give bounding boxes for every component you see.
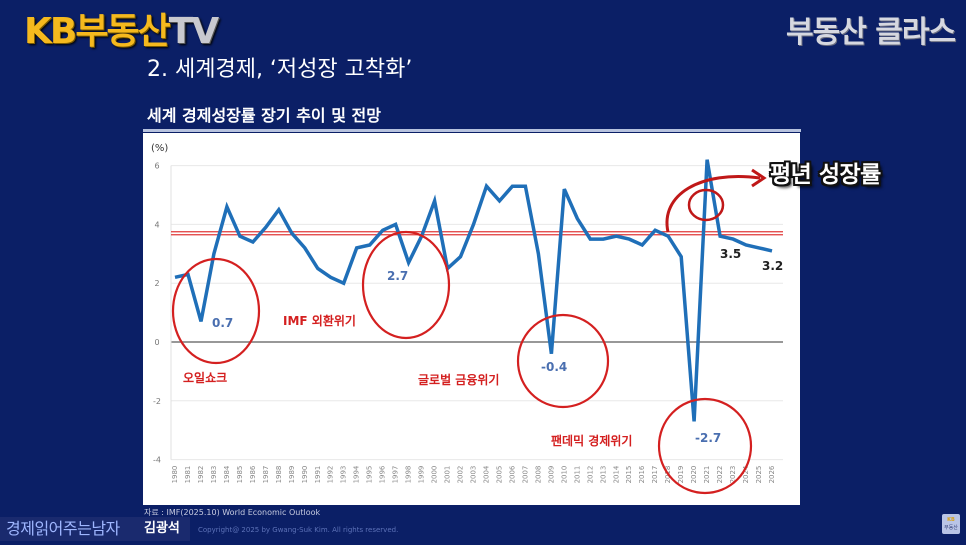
brand-person: 김광석 [144, 521, 180, 536]
arrow-head-icon [751, 168, 767, 188]
y-tick-label: 4 [154, 220, 159, 229]
value-label: 3.2 [762, 259, 783, 273]
value-label: -0.4 [541, 360, 567, 374]
crisis-highlight-circle [171, 257, 261, 365]
x-tick-label: 2006 [508, 465, 516, 483]
x-tick-label: 1982 [197, 466, 205, 484]
x-tick-label: 2003 [470, 466, 478, 484]
brand-name: 경제읽어주는남자 [6, 519, 120, 538]
x-tick-label: 1984 [223, 465, 231, 483]
x-tick-label: 1999 [418, 466, 426, 484]
y-tick-label: 6 [154, 162, 159, 171]
section-title: 2. 세계경제, ‘저성장 고착화’ [147, 57, 413, 82]
crisis-highlight-circle [657, 397, 753, 495]
x-tick-label: 2020 [690, 466, 698, 484]
x-tick-label: 2009 [547, 466, 555, 484]
x-tick-label: 2026 [768, 465, 776, 483]
x-tick-label: 1985 [236, 466, 244, 484]
x-tick-label: 2005 [495, 466, 503, 484]
channel-badge-icon: KB 부동산 [942, 514, 960, 534]
x-tick-label: 1990 [301, 466, 309, 484]
x-tick-label: 2014 [612, 465, 620, 483]
x-tick-label: 1981 [184, 466, 192, 484]
copyright-note: Copyright@ 2025 by Gwang-Suk Kim. All ri… [198, 526, 399, 534]
x-tick-label: 2019 [677, 466, 685, 484]
x-tick-label: 2007 [521, 466, 529, 484]
y-tick-label: 2 [154, 279, 159, 288]
x-tick-label: 2015 [625, 466, 633, 484]
badge-text: 부동산 [944, 525, 958, 531]
value-label: 3.5 [720, 247, 741, 261]
event-label: 팬데믹 경제위기 [551, 433, 632, 448]
chart-title: 세계 경제성장률 장기 추이 및 전망 [147, 106, 381, 125]
x-tick-label: 2021 [703, 466, 711, 484]
x-tick-label: 1996 [379, 465, 387, 483]
kb-real-estate-tv-logo: KB부동산TV [24, 11, 219, 52]
growth-rate-line [174, 159, 773, 422]
event-label: 오일쇼크 [183, 371, 227, 385]
x-tick-label: 1991 [314, 466, 322, 484]
x-tick-label: 2013 [599, 466, 607, 484]
x-tick-label: 2016 [638, 465, 646, 483]
x-tick-label: 2000 [431, 466, 439, 484]
x-tick-label: 1987 [262, 466, 270, 484]
x-tick-label: 2002 [457, 466, 465, 484]
value-label: -2.7 [695, 431, 721, 445]
x-tick-label: 2010 [560, 466, 568, 484]
value-label: 2.7 [387, 269, 408, 283]
source-note: 자료 : IMF(2025.10) World Economic Outlook [144, 508, 321, 517]
event-label: 글로벌 금융위기 [418, 372, 499, 387]
x-tick-label: 1995 [366, 466, 374, 484]
value-label: 0.7 [212, 316, 233, 330]
y-tick-label: -2 [153, 397, 161, 406]
x-tick-label: 2001 [444, 466, 452, 484]
x-tick-label: 2012 [586, 466, 594, 484]
logo-tv-text: TV [168, 11, 219, 52]
x-tick-label: 1997 [392, 466, 400, 484]
callout-arrow-icon [665, 175, 761, 233]
brand-bar [0, 517, 190, 541]
x-tick-label: 2023 [729, 466, 737, 484]
x-tick-label: 1993 [340, 466, 348, 484]
x-tick-label: 1994 [353, 465, 361, 483]
y-tick-label: 0 [154, 338, 159, 347]
crisis-highlight-circle [516, 313, 610, 409]
crisis-highlight-circle [361, 230, 451, 340]
event-label: IMF 외환위기 [283, 313, 356, 328]
badge-kb-text: KB [947, 517, 955, 523]
x-tick-label: 2022 [716, 466, 724, 484]
x-tick-label: 2017 [651, 466, 659, 484]
real-estate-class-logo: 부동산 클라스 [786, 15, 956, 50]
x-tick-label: 1983 [210, 466, 218, 484]
chart-panel: (%) 6 4 2 0 -2 -4 1980 1981 1982 1983 1984 1985 1986 1… [143, 133, 800, 505]
line-chart: (%) 6 4 2 0 -2 -4 1980 1981 1982 1983 1984 1985 1986 1… [151, 143, 783, 495]
x-tick-label: 2024 [742, 465, 750, 483]
average-growth-callout: 평년 성장률 [770, 162, 881, 188]
title-divider [143, 129, 801, 132]
y-tick-label: -4 [153, 456, 161, 465]
x-tick-label: 1992 [327, 466, 335, 484]
x-tick-label: 1989 [288, 466, 296, 484]
x-tick-label: 2025 [755, 466, 763, 484]
logo-main-text: KB부동산 [24, 11, 171, 52]
x-tick-label: 2004 [482, 465, 490, 483]
x-tick-label: 1980 [171, 466, 179, 484]
x-tick-label: 2011 [573, 466, 581, 484]
y-axis-unit-label: (%) [151, 143, 168, 154]
x-tick-label: 1988 [275, 466, 283, 484]
average-highlight-circle [687, 188, 725, 222]
x-tick-label: 1998 [405, 466, 413, 484]
x-tick-label: 2008 [534, 466, 542, 484]
x-tick-label: 1986 [249, 465, 257, 483]
